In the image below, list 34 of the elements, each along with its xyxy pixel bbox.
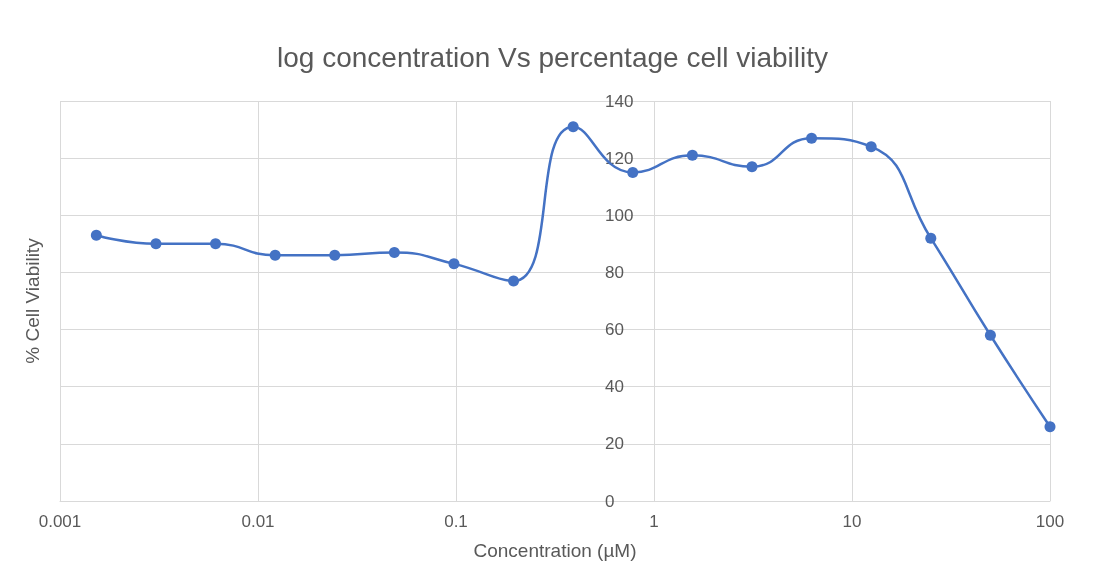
y-tick-label: 0 (605, 491, 615, 511)
x-tick-label: 0.1 (444, 512, 468, 531)
point (686, 149, 698, 161)
y-tick-label: 120 (605, 148, 634, 168)
chart-title: log concentration Vs percentage cell viability (277, 41, 828, 73)
x-tick-label: 0.001 (38, 512, 82, 531)
x-axis-title: Concentration (µM) (473, 540, 637, 561)
y-tick-label: 60 (605, 320, 624, 340)
x-tick-label: 0.01 (241, 512, 275, 531)
point (627, 166, 639, 178)
x-tick-label: 1 (649, 512, 659, 531)
point (746, 161, 758, 173)
point (925, 232, 937, 244)
y-tick-label: 40 (605, 377, 624, 397)
point (984, 329, 996, 341)
point (448, 258, 460, 270)
point (329, 249, 341, 261)
point (806, 132, 818, 144)
y-tick-label: 100 (605, 205, 634, 225)
y-tick-label: 20 (605, 434, 624, 454)
point (865, 141, 877, 153)
point (1044, 421, 1056, 433)
y-tick-label: 140 (605, 91, 634, 111)
y-tick-label: 80 (605, 262, 624, 282)
y-axis-title: % Cell Viability (22, 237, 43, 364)
point (508, 275, 520, 287)
point (90, 229, 102, 241)
point (388, 246, 400, 258)
point (269, 249, 281, 261)
point (210, 238, 222, 250)
point (150, 238, 162, 250)
x-tick-label: 100 (1035, 512, 1065, 531)
x-tick-label: 10 (842, 512, 862, 531)
point (567, 121, 579, 133)
